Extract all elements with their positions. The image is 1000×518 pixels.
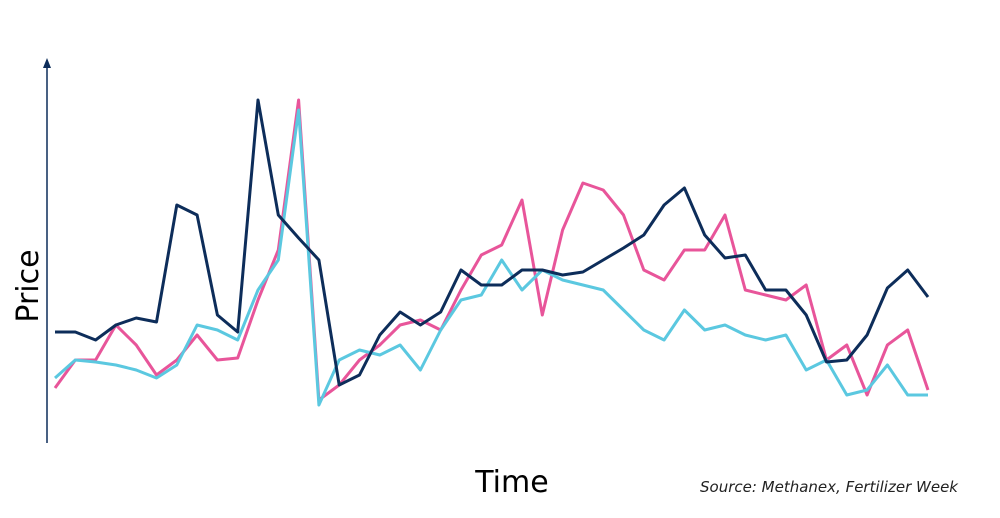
y-axis-label: Price: [11, 249, 46, 322]
price-line: [54, 108, 928, 407]
source-note: Source: Methanex, Fertilizer Week: [700, 478, 959, 496]
x-axis-label: Time: [474, 465, 548, 500]
price-line: [53, 98, 930, 402]
y-axis-arrow: [43, 58, 51, 68]
price-line: [55, 98, 930, 387]
